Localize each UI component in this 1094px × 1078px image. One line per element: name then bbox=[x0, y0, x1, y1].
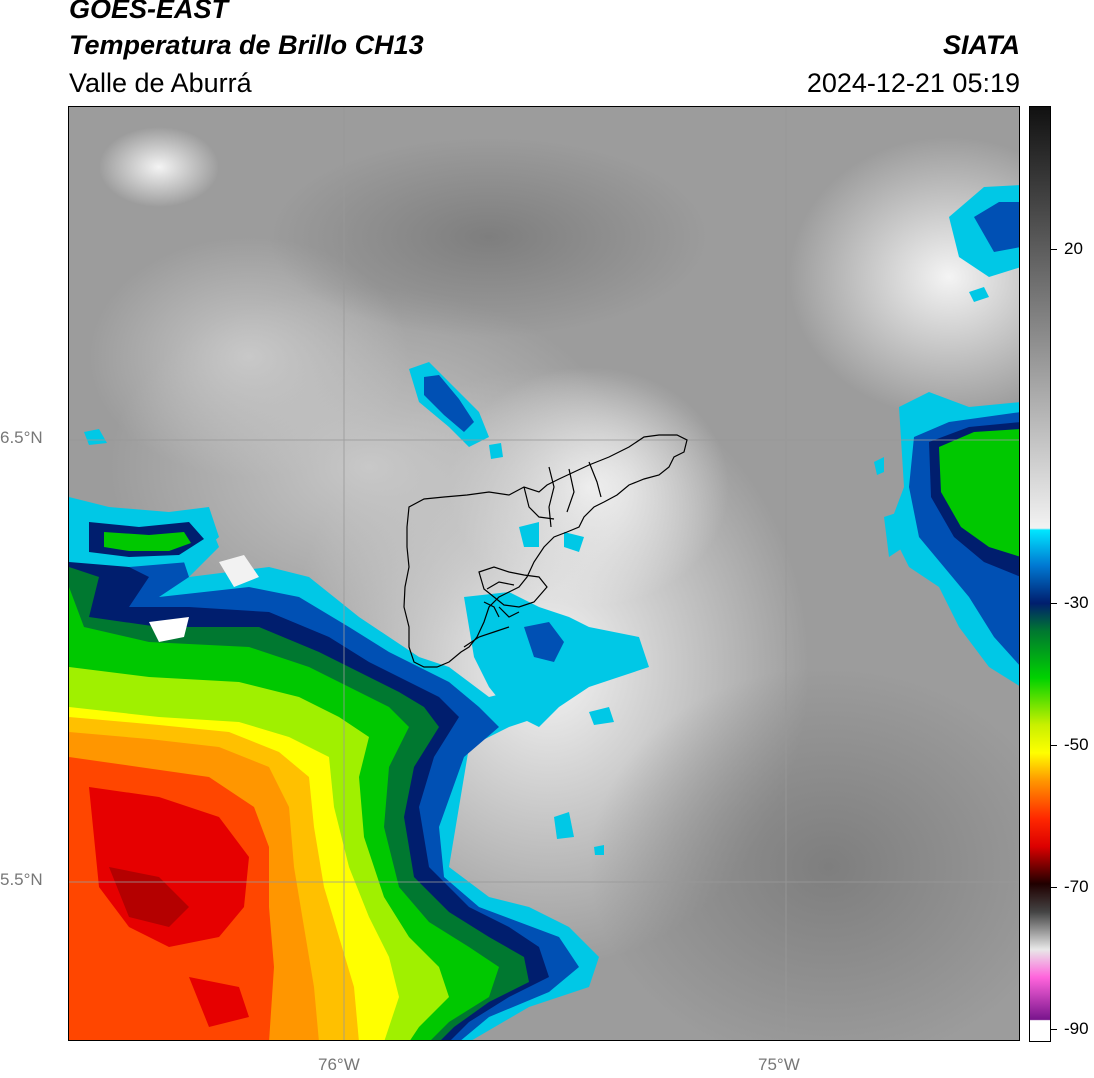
map-canvas bbox=[69, 107, 1019, 1040]
colorbar-label-minus30: -30 bbox=[1064, 593, 1089, 612]
region-subtitle: Valle de Aburrá bbox=[69, 68, 252, 98]
colorbar-tick bbox=[1051, 887, 1057, 888]
cloud-cell-northeast bbox=[949, 185, 1019, 302]
colorbar-tick bbox=[1051, 249, 1057, 250]
lat-label-6-5: 6.5°N bbox=[0, 428, 43, 447]
colorbar-tick bbox=[1051, 603, 1057, 604]
colorbar bbox=[1029, 106, 1051, 1042]
cloud-patches-valley bbox=[464, 522, 649, 855]
colorbar-tick bbox=[1051, 745, 1057, 746]
colorbar-label-20: 20 bbox=[1064, 239, 1083, 258]
cloud-cell-west bbox=[69, 497, 219, 642]
cloud-cell-east bbox=[874, 392, 1019, 686]
colorbar-label-minus90: -90 bbox=[1064, 1019, 1089, 1038]
light-cloud-corner bbox=[99, 127, 219, 207]
convective-system-southwest bbox=[69, 502, 599, 1040]
lat-label-5-5: 5.5°N bbox=[0, 870, 43, 889]
colorbar-gradient bbox=[1030, 107, 1050, 1041]
lon-label-75w: 75°W bbox=[758, 1055, 800, 1074]
graticule bbox=[69, 107, 1019, 1040]
municipality-boundaries bbox=[403, 434, 688, 668]
colorbar-tick bbox=[1051, 1029, 1057, 1030]
clear-gap-west bbox=[219, 555, 259, 587]
colorbar-label-minus50: -50 bbox=[1064, 735, 1089, 754]
colorbar-label-minus70: -70 bbox=[1064, 877, 1089, 896]
lon-label-76w: 76°W bbox=[318, 1055, 360, 1074]
dark-zone-southeast bbox=[589, 667, 1019, 1040]
timestamp-label: 2024-12-21 05:19 bbox=[806, 68, 1020, 98]
cloud-cell-north bbox=[84, 362, 503, 459]
satellite-title: GOES-EAST bbox=[69, 0, 229, 24]
satellite-map bbox=[68, 106, 1020, 1041]
product-title: Temperatura de Brillo CH13 bbox=[69, 30, 424, 60]
dark-zone-north bbox=[269, 137, 709, 337]
organization-label: SIATA bbox=[943, 30, 1020, 60]
